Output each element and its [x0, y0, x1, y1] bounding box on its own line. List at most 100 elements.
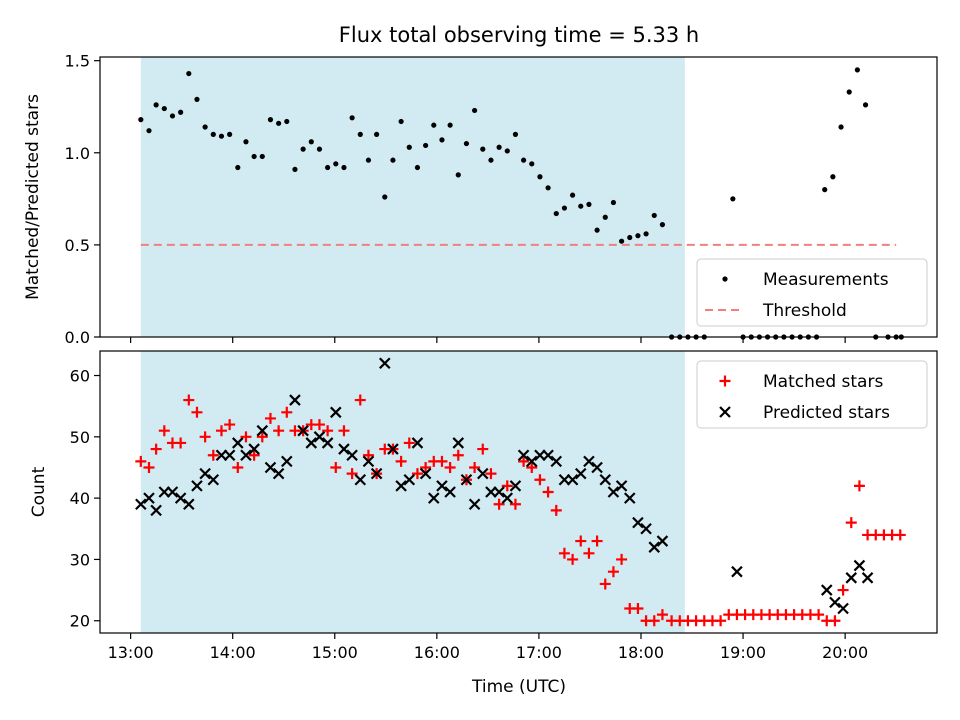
matched-stars-point — [273, 425, 285, 437]
legend-label: Matched stars — [763, 372, 883, 392]
matched-stars-point — [648, 615, 660, 627]
predicted-stars-point — [354, 473, 367, 486]
matched-stars-point — [411, 468, 423, 480]
x-axis-label: Time (UTC) — [471, 677, 566, 697]
measurement-point — [569, 192, 576, 198]
predicted-stars-point — [395, 480, 407, 492]
y-tick-label: 30 — [70, 550, 90, 569]
matched-stars-point — [199, 431, 211, 443]
predicted-stars-point — [143, 492, 155, 504]
measurement-point — [537, 174, 543, 180]
predicted-stars-point — [731, 565, 743, 578]
matched-stars-point — [354, 394, 366, 406]
matched-stars-point — [550, 504, 562, 516]
predicted-stars-point — [566, 473, 579, 486]
matched-stars-point — [558, 547, 570, 559]
matched-stars-point — [313, 419, 325, 431]
measurement-point — [153, 102, 159, 108]
matched-stars-point — [567, 553, 579, 565]
matched-stars-point — [403, 437, 415, 449]
predicted-stars-point — [550, 455, 563, 468]
legend-label: Threshold — [762, 301, 847, 321]
predicted-stars-point — [183, 498, 195, 511]
measurement-point — [414, 164, 421, 171]
measurement-point — [846, 89, 852, 95]
measurement-point — [284, 118, 290, 125]
predicted-stars-point — [436, 480, 448, 492]
measurement-point — [822, 187, 828, 193]
y-axis-label: Count — [29, 466, 49, 517]
predicted-stars-point — [289, 394, 301, 406]
predicted-stars-point — [387, 443, 399, 455]
predicted-stars-point — [640, 523, 652, 535]
measurement-point — [398, 118, 404, 125]
y-tick-label: 0.5 — [65, 236, 90, 255]
measurement-point — [276, 120, 282, 126]
matched-stars-point — [591, 535, 603, 547]
predicted-stars-point — [599, 473, 612, 486]
observing-window-band — [140, 351, 685, 633]
measurement-point — [210, 131, 216, 137]
measurement-point — [316, 146, 323, 152]
predicted-stars-point — [656, 535, 669, 547]
matched-stars-point — [845, 517, 857, 529]
measurement-point — [341, 164, 347, 171]
matched-stars-point — [715, 615, 727, 627]
predicted-stars-point — [174, 492, 187, 504]
legend-measurement-marker — [722, 276, 728, 282]
matched-stars-point — [656, 609, 668, 621]
count-panel: 13:00 14:00 15:00 16:00 17:00 18:00 19:00 20:00… — [29, 350, 938, 662]
predicted-stars-point — [607, 486, 620, 498]
predicted-stars-point — [207, 473, 220, 486]
matched-stars-point — [894, 529, 906, 541]
predicted-stars-point — [583, 455, 595, 468]
data-marks — [135, 357, 906, 627]
measurement-point — [610, 199, 617, 206]
matched-stars-point — [534, 474, 546, 486]
matched-stars-point — [191, 406, 203, 418]
measurement-point — [300, 146, 306, 152]
predicted-stars-point — [853, 559, 866, 572]
predicted-stars-point — [264, 461, 277, 474]
predicted-stars-point — [829, 596, 841, 609]
predicted-stars-point — [338, 443, 350, 455]
predicted-stars-point — [820, 584, 833, 596]
matched-stars-point — [452, 449, 464, 461]
matched-stars-point — [150, 443, 162, 455]
x-tick-label: 16:00 — [414, 643, 460, 662]
x-tick-label: 19:00 — [720, 643, 766, 662]
predicted-stars-point — [468, 498, 481, 511]
predicted-stars-point — [632, 516, 644, 529]
matched-stars-point — [175, 437, 187, 449]
measurement-point — [194, 96, 200, 102]
matched-stars-point — [143, 461, 155, 473]
measurement-point — [838, 124, 844, 130]
measurement-point — [382, 194, 388, 200]
matched-stars-point — [607, 566, 619, 578]
measurement-point — [161, 105, 167, 112]
matched-stars-point — [518, 455, 530, 467]
predicted-stars-point — [861, 572, 874, 584]
matched-stars-point — [215, 425, 227, 437]
x-tick-label: 13:00 — [108, 643, 154, 662]
matched-stars-point — [281, 406, 293, 418]
measurement-point — [521, 157, 527, 163]
predicted-stars-point — [313, 431, 326, 443]
matched-stars-point — [837, 584, 849, 596]
matched-stars-point — [207, 449, 219, 461]
predicted-stars-point — [509, 480, 522, 492]
predicted-stars-point — [648, 541, 661, 553]
measurement-point — [235, 164, 241, 171]
legend-predicted-marker — [719, 406, 731, 418]
matched-stars-point — [395, 455, 407, 467]
measurement-point — [138, 117, 144, 123]
matched-stars-point — [632, 602, 644, 614]
legend: Measurements Threshold — [696, 258, 928, 327]
legend-label: Predicted stars — [763, 403, 890, 423]
measurement-point — [472, 107, 478, 114]
measurement-point — [423, 142, 429, 149]
predicted-stars-point — [135, 498, 147, 511]
matched-stars-point — [477, 443, 489, 455]
measurement-point — [431, 122, 437, 128]
